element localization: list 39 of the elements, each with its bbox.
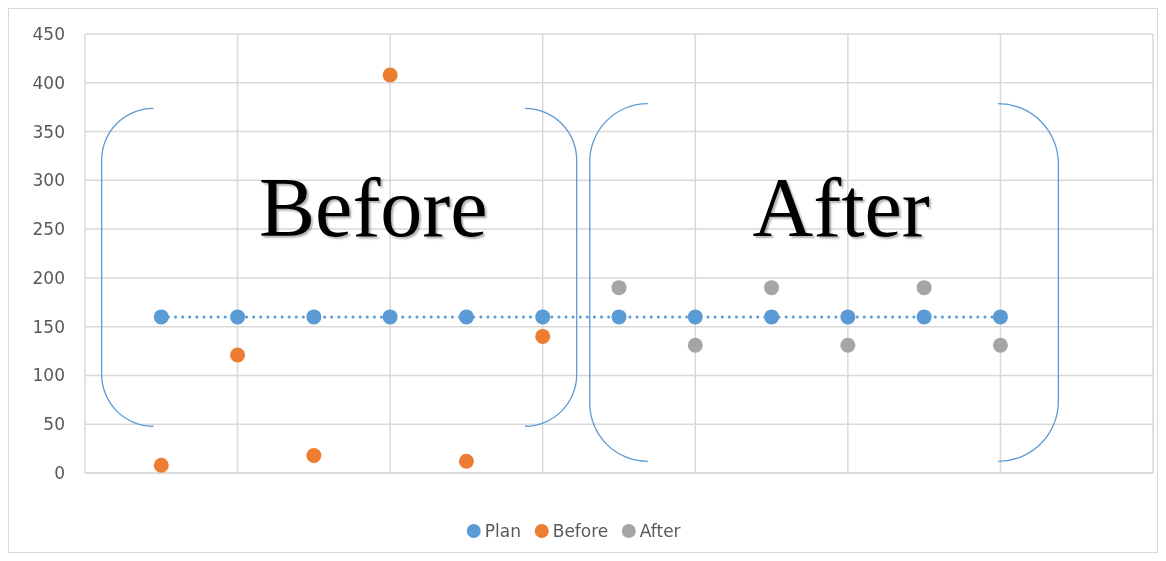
point <box>306 447 322 463</box>
y-tick-label: 50 <box>43 414 65 435</box>
point <box>687 337 703 353</box>
point <box>764 280 780 296</box>
point <box>611 309 627 325</box>
point <box>687 309 703 325</box>
legend-label: After <box>639 520 681 541</box>
annotation: Before <box>259 160 488 254</box>
y-tick-label: 150 <box>32 316 65 337</box>
point <box>916 309 932 325</box>
y-tick-label: 100 <box>32 365 65 386</box>
y-tick-label: 450 <box>32 23 65 44</box>
y-tick-label: 350 <box>32 121 65 142</box>
point <box>840 337 856 353</box>
point <box>306 309 322 325</box>
point <box>230 347 246 363</box>
y-tick-label: 0 <box>54 462 65 483</box>
point <box>611 280 627 296</box>
point <box>382 309 398 325</box>
point <box>458 453 474 469</box>
point <box>382 67 398 83</box>
y-tick-label: 300 <box>32 170 65 191</box>
point <box>992 337 1008 353</box>
point <box>153 457 169 473</box>
annotation: After <box>752 160 930 254</box>
point <box>840 309 856 325</box>
y-tick-label: 400 <box>32 72 65 93</box>
point <box>458 309 474 325</box>
point <box>764 309 780 325</box>
point <box>535 309 551 325</box>
legend-label: Plan <box>484 520 521 541</box>
y-tick-label: 200 <box>32 267 65 288</box>
point <box>992 309 1008 325</box>
point <box>916 280 932 296</box>
point <box>535 328 551 344</box>
y-tick-label: 250 <box>32 219 65 240</box>
point <box>230 309 246 325</box>
point <box>153 309 169 325</box>
legend-label: Before <box>552 520 609 541</box>
